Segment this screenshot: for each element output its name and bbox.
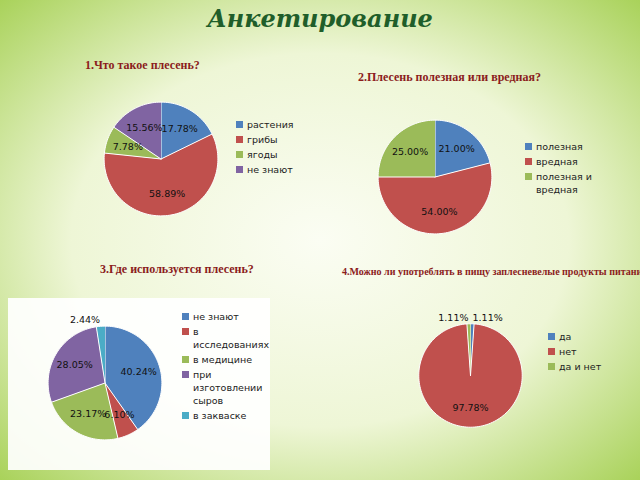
html-text:в медицине: в медицине (193, 354, 253, 365)
html-text:3.Где используется плесень?: 3.Где используется плесень? (100, 262, 254, 276)
html-text:не знают: не знают (193, 311, 239, 322)
html-text:нет: нет (559, 346, 577, 357)
svg-text:1.11%: 1.11% (438, 312, 468, 323)
html-text:вредная: вредная (536, 156, 578, 167)
html-text:полезная и вредная: полезная и вредная (536, 171, 592, 195)
svg-text:6.10%: 6.10% (104, 409, 134, 420)
svg-text:7.78%: 7.78% (113, 141, 143, 152)
svg-text:21.00%: 21.00% (439, 143, 475, 154)
html-text:в исследованиях: в исследованиях (193, 326, 270, 350)
svg-text:15.56%: 15.56% (126, 122, 162, 133)
html-text:2.Плесень полезная или вредная: 2.Плесень полезная или вредная? (358, 70, 541, 84)
html-text:1.Что такое плесень?: 1.Что такое плесень? (85, 58, 200, 72)
html-text:в закваске: в закваске (193, 410, 247, 421)
html-text:грибы: грибы (247, 134, 278, 145)
html-text:растения: растения (247, 119, 294, 130)
svg-text:28.05%: 28.05% (57, 359, 93, 370)
html-text:да: да (559, 331, 572, 342)
html-text:полезная: полезная (536, 141, 583, 152)
svg-text:2.44%: 2.44% (70, 314, 100, 325)
html-text:при изготовлении сыров: при изготовлении сыров (193, 369, 263, 406)
svg-text:23.17%: 23.17% (70, 408, 106, 419)
svg-text:17.78%: 17.78% (162, 123, 198, 134)
svg-text:25.00%: 25.00% (392, 146, 428, 157)
svg-text:58.89%: 58.89% (149, 188, 185, 199)
html-text:Анкетирование: Анкетирование (207, 4, 433, 33)
html-text:не знают: не знают (247, 164, 293, 175)
svg-text:1.11%: 1.11% (473, 312, 503, 323)
svg-text:54.00%: 54.00% (421, 206, 457, 217)
svg-text:40.24%: 40.24% (121, 366, 157, 377)
html-text:ягоды: ягоды (247, 149, 278, 160)
svg-text:97.78%: 97.78% (452, 402, 488, 413)
html-text:да и нет: да и нет (559, 361, 602, 372)
